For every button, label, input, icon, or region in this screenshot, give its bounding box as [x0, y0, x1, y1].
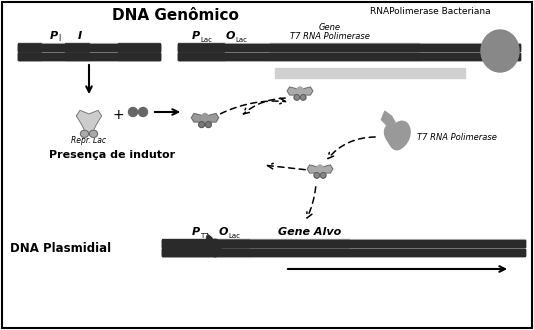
Text: T7 RNA Polimerase: T7 RNA Polimerase	[290, 32, 370, 41]
Ellipse shape	[81, 130, 89, 137]
Bar	[65, 43, 90, 60]
Text: Lac: Lac	[228, 233, 240, 239]
Text: Lac: Lac	[235, 37, 247, 43]
Text: Presença de indutor: Presença de indutor	[49, 150, 175, 160]
Text: DNA Genômico: DNA Genômico	[112, 8, 239, 23]
Text: I: I	[58, 34, 60, 43]
Text: RNAPolimerase Bacteriana: RNAPolimerase Bacteriana	[370, 7, 490, 16]
Bar	[18, 44, 160, 51]
Text: O: O	[225, 31, 235, 41]
Bar	[178, 44, 520, 51]
Bar	[162, 249, 525, 256]
Polygon shape	[207, 235, 213, 243]
Bar	[275, 68, 465, 78]
Ellipse shape	[317, 165, 323, 173]
Text: Gene: Gene	[319, 23, 341, 32]
Polygon shape	[191, 114, 205, 122]
Bar	[178, 53, 520, 60]
Bar	[118, 43, 160, 60]
Text: T7 RNA Polimerase: T7 RNA Polimerase	[417, 133, 497, 142]
Bar	[18, 53, 160, 60]
Bar	[178, 53, 520, 60]
Ellipse shape	[481, 30, 519, 72]
Bar	[350, 239, 525, 256]
Bar	[90, 43, 118, 60]
Ellipse shape	[301, 95, 306, 100]
Bar	[42, 43, 65, 60]
Bar	[210, 239, 250, 256]
Bar	[162, 240, 525, 247]
Bar	[18, 43, 42, 60]
Bar	[225, 43, 270, 60]
Polygon shape	[320, 165, 333, 173]
Text: P: P	[192, 31, 200, 41]
Text: Repr. Lac: Repr. Lac	[72, 136, 107, 145]
Ellipse shape	[199, 121, 205, 127]
Bar	[250, 239, 350, 256]
Polygon shape	[287, 87, 300, 95]
Ellipse shape	[297, 87, 303, 95]
Ellipse shape	[320, 173, 326, 178]
Text: T7: T7	[200, 233, 209, 239]
Text: O: O	[218, 227, 228, 237]
Ellipse shape	[202, 114, 208, 122]
Text: Gene Alvo: Gene Alvo	[278, 227, 342, 237]
Bar	[162, 240, 525, 247]
Ellipse shape	[294, 95, 300, 100]
Polygon shape	[76, 111, 101, 132]
Bar	[18, 44, 160, 51]
Bar	[420, 43, 520, 60]
Polygon shape	[205, 114, 218, 122]
Polygon shape	[300, 87, 313, 95]
Bar	[270, 43, 420, 60]
Ellipse shape	[206, 121, 211, 127]
Text: P: P	[192, 227, 200, 237]
Text: DNA Plasmidial: DNA Plasmidial	[10, 242, 111, 254]
Bar	[178, 44, 520, 51]
Text: Lac: Lac	[200, 37, 212, 43]
Ellipse shape	[138, 108, 147, 116]
Text: +: +	[112, 108, 124, 122]
Bar	[18, 53, 160, 60]
Bar	[162, 239, 210, 256]
Ellipse shape	[129, 108, 137, 116]
Polygon shape	[307, 165, 320, 173]
Text: I: I	[78, 31, 82, 41]
Bar	[162, 249, 525, 256]
Ellipse shape	[90, 130, 98, 137]
Text: P: P	[50, 31, 58, 41]
Bar	[178, 43, 225, 60]
Ellipse shape	[314, 173, 320, 178]
Polygon shape	[207, 239, 221, 257]
Polygon shape	[384, 121, 410, 150]
Polygon shape	[381, 111, 395, 126]
